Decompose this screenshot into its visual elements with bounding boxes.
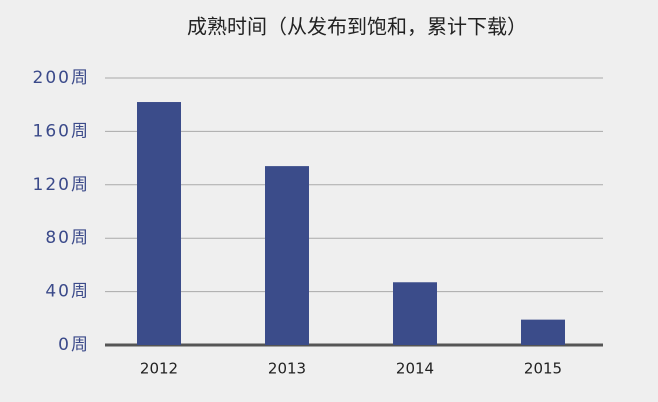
bar — [137, 102, 181, 345]
bar — [393, 282, 437, 345]
y-tick-label: 160周 — [33, 121, 90, 141]
x-tick-label: 2012 — [140, 360, 178, 378]
x-tick-label: 2013 — [268, 360, 306, 378]
x-tick-label: 2015 — [524, 360, 562, 378]
y-tick-label: 40周 — [45, 282, 90, 302]
bar — [265, 166, 309, 345]
y-tick-label: 200周 — [33, 68, 90, 88]
y-tick-label: 0周 — [58, 335, 90, 355]
y-tick-label: 120周 — [33, 175, 90, 195]
chart-title: 成熟时间（从发布到饱和，累计下载） — [187, 15, 527, 39]
bar — [521, 319, 565, 345]
y-tick-label: 80周 — [45, 228, 90, 248]
x-tick-label: 2014 — [396, 360, 434, 378]
